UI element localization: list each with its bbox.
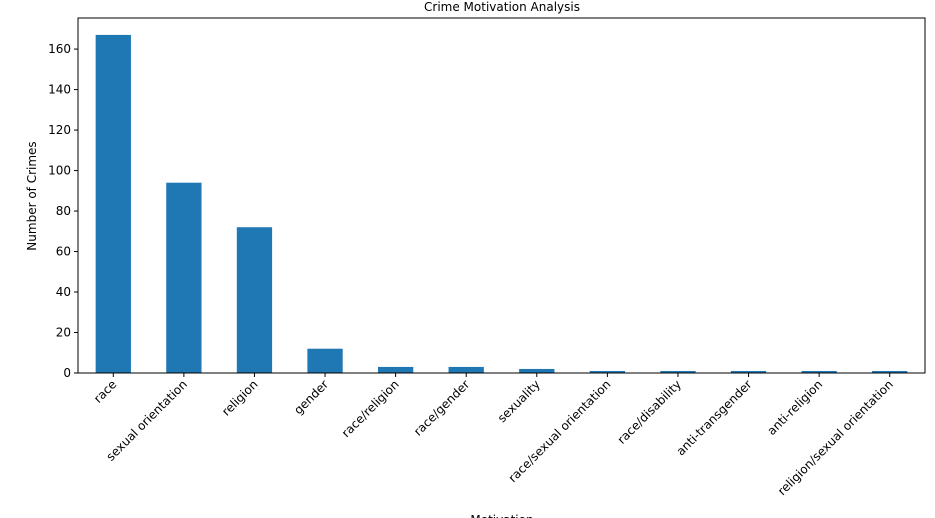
bar — [448, 366, 484, 373]
y-tick-label: 120 — [48, 123, 71, 137]
x-tick-label: race — [91, 377, 119, 405]
x-tick-label: race/disability — [615, 377, 685, 447]
bar — [730, 370, 767, 373]
x-tick-label: religion/sexual orientation — [775, 377, 896, 498]
x-tick-label: sexual orientation — [104, 377, 190, 463]
chart-title: Crime Motivation Analysis — [424, 0, 580, 14]
y-tick-label: 20 — [56, 326, 71, 340]
y-tick-label: 80 — [56, 204, 71, 218]
x-tick-label: race/gender — [411, 377, 472, 438]
x-tick-label: anti-transgender — [674, 377, 755, 458]
bar — [589, 370, 626, 373]
y-tick-label: 100 — [48, 164, 71, 178]
bar — [166, 182, 202, 373]
x-axis-label: Motivation — [470, 513, 533, 518]
bar — [660, 370, 696, 373]
y-axis-label: Number of Crimes — [25, 141, 39, 250]
x-tick-label: sexuality — [495, 377, 543, 425]
bar — [519, 368, 555, 373]
y-tick-label: 40 — [56, 285, 71, 299]
bar — [95, 34, 131, 374]
x-tick-label: race/religion — [339, 377, 402, 440]
y-tick-label: 140 — [48, 83, 71, 97]
y-tick-label: 0 — [63, 366, 71, 380]
plot-frame — [77, 17, 926, 374]
y-tick-label: 60 — [56, 245, 71, 259]
bar — [377, 366, 414, 373]
y-tick-label: 160 — [48, 42, 71, 56]
x-tick-label: religion — [219, 377, 260, 418]
bar — [236, 227, 273, 373]
x-tick-label: gender — [291, 377, 331, 417]
bar — [801, 370, 837, 373]
bar — [872, 370, 908, 373]
bar — [307, 348, 343, 373]
x-tick-label: anti-religion — [764, 377, 825, 438]
